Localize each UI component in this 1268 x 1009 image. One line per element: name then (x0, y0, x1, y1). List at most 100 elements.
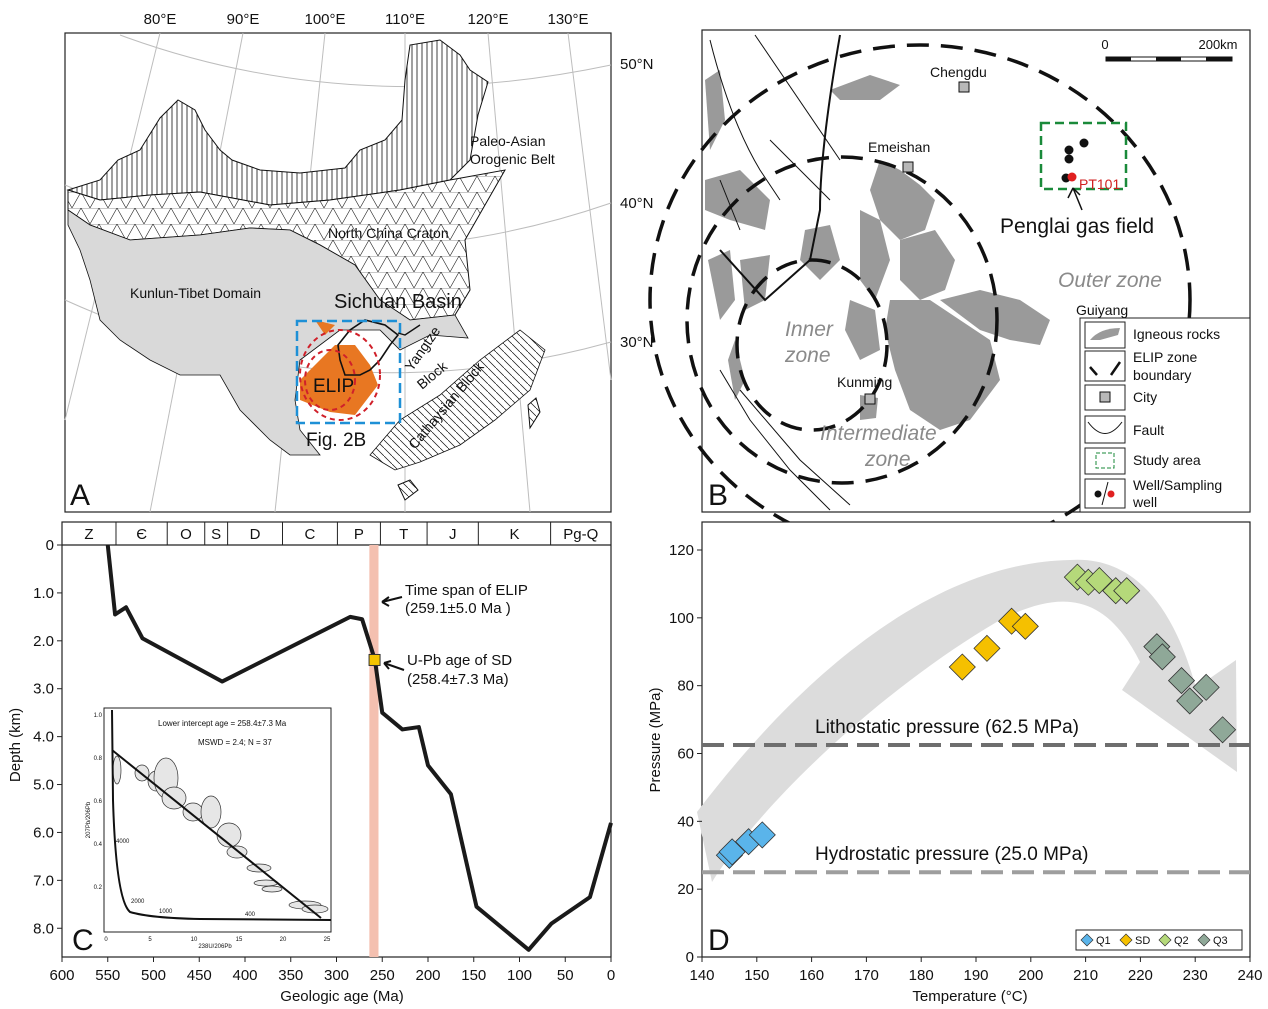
sd-annotation: U-Pb age of SD (407, 652, 512, 669)
lon-label: 100°E (304, 11, 345, 28)
concordia-age-label: 1000 (159, 909, 173, 915)
elip-zone-boundaries (299, 329, 381, 421)
zone-boundary-icon (1089, 361, 1122, 376)
period-label: C (305, 526, 316, 543)
inset-ytick: 0.6 (94, 799, 103, 805)
sd-age-point (368, 653, 381, 666)
legend-marker (1119, 933, 1133, 947)
elip-label: ELIP (313, 376, 354, 397)
x-tick-label: 50 (557, 967, 574, 984)
legend-label: City (1133, 389, 1157, 405)
legend-label: Q3 (1213, 935, 1228, 947)
x-tick-label: 200 (1018, 967, 1043, 984)
kunlun-tibet-domain (67, 209, 469, 456)
inset-ytick: 1.0 (94, 713, 103, 719)
pt-path-arrow (697, 559, 1237, 882)
y-tick-label: 20 (677, 881, 694, 898)
inset-ytick: 0.4 (94, 842, 103, 848)
scale-end: 200km (1198, 37, 1237, 52)
legend-label: ELIP zone (1133, 349, 1198, 365)
igneous-rocks-swatch (1084, 321, 1126, 349)
cathaysian-block (369, 329, 546, 471)
y-tick-label: 1.0 (33, 585, 54, 602)
reference-line-label: Hydrostatic pressure (25.0 MPa) (815, 844, 1089, 865)
city-label-guiyang: Guiyang (1076, 302, 1128, 318)
concordia-age-label: 400 (245, 912, 256, 918)
well-label: PT101 (1079, 176, 1120, 192)
inset-mswd-text: MSWD = 2.4; N = 37 (198, 738, 272, 747)
sd-annotation: (258.4±7.3 Ma) (407, 671, 509, 688)
city-label-emeishan: Emeishan (868, 139, 930, 155)
x-tick-label: 230 (1183, 967, 1208, 984)
paleo-asian-label: Orogenic Belt (470, 151, 555, 167)
inset-xtick: 20 (280, 937, 287, 943)
wells (1061, 138, 1089, 183)
city-icon (902, 161, 914, 173)
period-label: Є (136, 526, 147, 543)
x-tick-label: 0 (607, 967, 615, 984)
inset-xtick: 25 (324, 937, 331, 943)
scale-bar: 0 200km (1101, 37, 1238, 62)
elip-annotation: (259.1±5.0 Ma ) (405, 600, 511, 617)
igneous-rocks (705, 70, 1050, 430)
sampling-well-icon (1067, 172, 1077, 182)
lon-label: 90°E (227, 11, 260, 28)
u-pb-concordia-inset: Lower intercept age = 258.4±7.3 Ma MSWD … (86, 707, 332, 950)
reference-lines: Lithostatic pressure (62.5 MPa) Hydrostat… (702, 717, 1250, 875)
inset-xtick: 5 (148, 937, 152, 943)
legend-marker (1197, 933, 1211, 947)
period-label: S (211, 526, 221, 543)
period-label: P (354, 526, 364, 543)
data-point-q3 (1176, 687, 1204, 715)
taiwan-island (527, 397, 541, 430)
period-label: J (449, 526, 457, 543)
period-label: T (399, 526, 408, 543)
x-tick-label: 190 (963, 967, 988, 984)
x-tick-label: 210 (1073, 967, 1098, 984)
study-area-icon (1095, 452, 1115, 469)
axes: 140 150 160 170 180 190 200 210 220 230 240 0 20 40 60… (669, 542, 1263, 984)
inset-ytick: 0.8 (94, 756, 103, 762)
x-tick-label: 100 (507, 967, 532, 984)
y-tick-label: 6.0 (33, 824, 54, 841)
elip-arrow-icon (381, 596, 403, 607)
inset-xtick: 10 (191, 937, 198, 943)
elip-outcrop (300, 320, 378, 415)
paleo-asian-label: Paleo-Asian (470, 133, 546, 149)
x-axis-title: Geologic age (Ma) (280, 988, 403, 1005)
data-point-q3 (1209, 716, 1237, 744)
y-tick-label: 4.0 (33, 729, 54, 746)
data-point-q3 (1148, 643, 1176, 671)
well-icon (1079, 138, 1089, 148)
fig-2b-extent-box (295, 319, 402, 425)
axes: 600 550 500 450 400 350 300 250 200 150 100 50 001.0… (33, 537, 615, 984)
burial-history-curve (105, 544, 613, 952)
concordia-curve (111, 709, 332, 921)
panel-c-burial-chart: Z Є O S D C P T J K Pg-Q 600 550 500 450 400 350 300 250 2… (7, 521, 615, 1005)
legend-label: boundary (1133, 367, 1191, 383)
lat-label: 50°N (620, 56, 654, 73)
chart-legend: Q1 SD Q2 Q3 (1075, 929, 1243, 951)
y-tick-label: 3.0 (33, 681, 54, 698)
legend-label: Well/Sampling (1133, 477, 1222, 493)
city-icon (958, 81, 970, 93)
x-tick-label: 140 (689, 967, 714, 984)
outer-zone-label: Outer zone (1058, 269, 1162, 292)
well-icon (1064, 154, 1074, 164)
y-tick-label: 80 (677, 678, 694, 695)
y-tick-label: 2.0 (33, 633, 54, 650)
data-point-sd (1011, 612, 1039, 640)
inset-xtick: 0 (104, 937, 108, 943)
data-point-sd (973, 634, 1001, 662)
elip-time-span-band (369, 545, 379, 957)
x-tick-label: 550 (95, 967, 120, 984)
data-point-q3 (1167, 667, 1196, 695)
x-tick-label: 240 (1237, 967, 1262, 984)
panel-letter: A (70, 479, 90, 512)
x-tick-label: 600 (49, 967, 74, 984)
x-tick-label: 500 (141, 967, 166, 984)
faults (709, 34, 851, 511)
x-tick-label: 350 (278, 967, 303, 984)
city-label-chengdu: Chengdu (930, 64, 987, 80)
city-icon (1099, 391, 1111, 403)
